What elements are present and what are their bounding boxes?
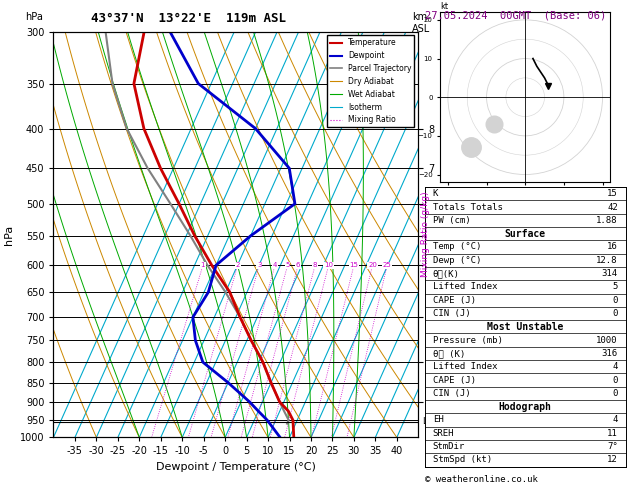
Text: CAPE (J): CAPE (J) [433, 295, 476, 305]
Text: CIN (J): CIN (J) [433, 389, 470, 398]
Text: Lifted Index: Lifted Index [433, 282, 497, 292]
Text: 4: 4 [613, 416, 618, 424]
Text: 0: 0 [613, 295, 618, 305]
Text: StmDir: StmDir [433, 442, 465, 451]
Text: 1: 1 [201, 262, 205, 268]
Text: 12.8: 12.8 [596, 256, 618, 265]
Text: 0: 0 [613, 376, 618, 384]
Text: StmSpd (kt): StmSpd (kt) [433, 455, 492, 465]
Text: hPa: hPa [25, 12, 43, 22]
Text: 1000: 1000 [596, 336, 618, 345]
Legend: Temperature, Dewpoint, Parcel Trajectory, Dry Adiabat, Wet Adiabat, Isotherm, Mi: Temperature, Dewpoint, Parcel Trajectory… [327, 35, 415, 127]
Text: 314: 314 [602, 269, 618, 278]
Text: 0: 0 [613, 389, 618, 398]
Text: 316: 316 [602, 349, 618, 358]
X-axis label: Dewpoint / Temperature (°C): Dewpoint / Temperature (°C) [156, 462, 316, 472]
Text: Temp (°C): Temp (°C) [433, 243, 481, 251]
Text: Pressure (mb): Pressure (mb) [433, 336, 503, 345]
Text: 43°37'N  13°22'E  119m ASL: 43°37'N 13°22'E 119m ASL [91, 12, 286, 25]
Text: K: K [433, 189, 438, 198]
Text: SREH: SREH [433, 429, 454, 438]
Text: © weatheronline.co.uk: © weatheronline.co.uk [425, 474, 537, 484]
Text: EH: EH [433, 416, 443, 424]
Text: 12: 12 [607, 455, 618, 465]
Text: θᴄ (K): θᴄ (K) [433, 349, 465, 358]
Text: 27.05.2024  00GMT  (Base: 06): 27.05.2024 00GMT (Base: 06) [425, 11, 606, 21]
Text: CIN (J): CIN (J) [433, 309, 470, 318]
Text: 20: 20 [368, 262, 377, 268]
Y-axis label: hPa: hPa [4, 225, 14, 244]
Text: Dewp (°C): Dewp (°C) [433, 256, 481, 265]
Text: Totals Totals: Totals Totals [433, 203, 503, 211]
Text: 11: 11 [607, 429, 618, 438]
Text: 8: 8 [313, 262, 318, 268]
Text: 0: 0 [613, 309, 618, 318]
Y-axis label: km
ASL: km ASL [450, 224, 469, 245]
Text: 4: 4 [613, 362, 618, 371]
Text: Lifted Index: Lifted Index [433, 362, 497, 371]
Text: Most Unstable: Most Unstable [487, 322, 564, 332]
Text: CAPE (J): CAPE (J) [433, 376, 476, 384]
Text: Hodograph: Hodograph [499, 401, 552, 412]
Text: Mixing Ratio (g/kg): Mixing Ratio (g/kg) [421, 191, 430, 278]
Text: θᴄ(K): θᴄ(K) [433, 269, 460, 278]
Text: 42: 42 [607, 203, 618, 211]
Text: 4: 4 [273, 262, 277, 268]
Text: 16: 16 [607, 243, 618, 251]
Text: kt: kt [440, 2, 448, 11]
Text: 15: 15 [607, 189, 618, 198]
Text: 6: 6 [296, 262, 301, 268]
Text: Surface: Surface [504, 229, 546, 239]
Text: 3: 3 [257, 262, 262, 268]
Text: PW (cm): PW (cm) [433, 216, 470, 225]
Text: 15: 15 [350, 262, 359, 268]
Text: km
ASL: km ASL [412, 12, 430, 34]
Text: 10: 10 [324, 262, 333, 268]
Text: 2: 2 [235, 262, 240, 268]
Text: 25: 25 [383, 262, 391, 268]
Text: 5: 5 [613, 282, 618, 292]
Text: LCL: LCL [423, 417, 438, 426]
Text: 1.88: 1.88 [596, 216, 618, 225]
Text: 5: 5 [286, 262, 290, 268]
Text: 7°: 7° [607, 442, 618, 451]
